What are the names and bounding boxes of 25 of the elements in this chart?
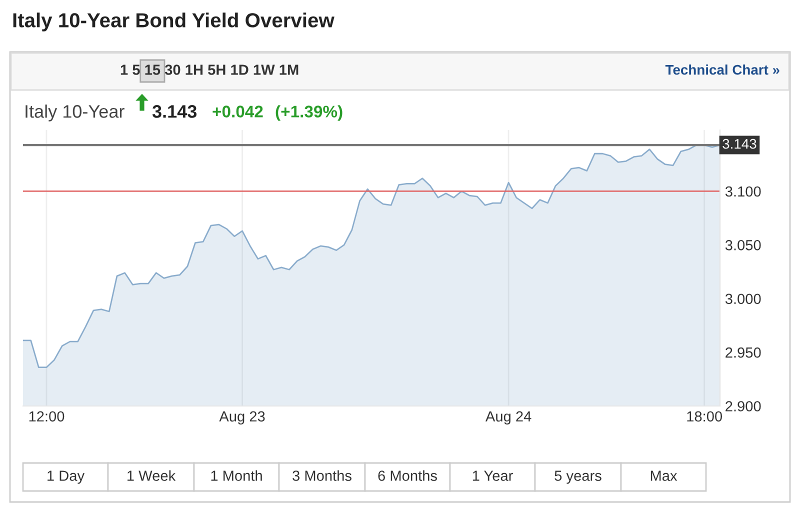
text: Max [650, 470, 678, 481]
text: (+1.39%) [276, 105, 342, 121]
ref-line-label: 3.143 [722, 138, 756, 149]
y-tick-label: 3.050 [725, 240, 761, 250]
y-tick-label: 2.950 [726, 347, 761, 358]
text: Technical Chart » [665, 64, 780, 75]
text: 5 years [554, 470, 602, 484]
x-tick-label: 12:00 [29, 411, 64, 422]
text: 1 Month [211, 470, 262, 481]
chart-subtitle: Italy 10-Year [26, 104, 124, 122]
text: 1 5 15 30 1H 5H 1D 1W 1M [120, 64, 298, 75]
x-tick-label: Aug 23 [219, 411, 265, 424]
x-tick-label: Aug 24 [485, 411, 532, 424]
text: 6 Months [378, 470, 437, 481]
y-tick-label: 3.000 [725, 294, 761, 304]
y-tick-label: 3.100 [725, 186, 761, 197]
text: 1 Day [48, 470, 85, 484]
chart-title: Italy 10-Year Bond Yield Overview [13, 12, 334, 32]
text: 1 Year [472, 470, 513, 481]
y-tick-label: 2.900 [726, 401, 761, 412]
text: +0.042 [212, 106, 263, 118]
text: 1 Week [128, 470, 176, 481]
x-tick-label: 18:00 [687, 411, 722, 422]
text: 3.143 [152, 105, 197, 118]
text: 3 Months [292, 470, 352, 481]
